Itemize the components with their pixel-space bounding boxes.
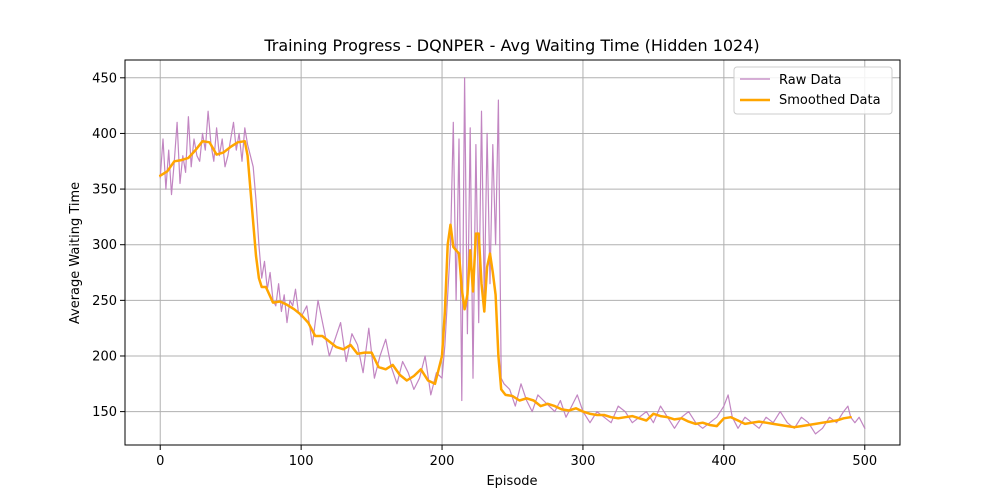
smoothed-data-line [158, 139, 852, 429]
plot-frame [124, 59, 901, 446]
y-tick-label: 400 [92, 127, 117, 142]
x-tick-label: 200 [430, 454, 455, 469]
x-tick-label: 100 [289, 454, 314, 469]
x-tick-label: 0 [156, 454, 164, 469]
legend-box [733, 66, 893, 115]
y-tick-label: 250 [92, 294, 117, 309]
y-tick-label: 350 [92, 183, 117, 198]
chart-title: Training Progress - DQNPER - Avg Waiting… [263, 36, 759, 55]
legend: Raw Data Smoothed Data [733, 66, 893, 115]
series-layer [158, 77, 866, 435]
y-tick-label: 150 [92, 405, 117, 420]
raw-data-line [159, 77, 866, 435]
legend-label-raw: Raw Data [779, 73, 842, 88]
grid [125, 60, 900, 445]
x-tick-label: 400 [711, 454, 736, 469]
y-tick-label: 200 [92, 349, 117, 364]
x-tick-label: 500 [852, 454, 877, 469]
x-axis: 0 100 200 300 400 500 [156, 445, 877, 469]
y-axis-label: Average Waiting Time [68, 182, 83, 324]
y-tick-label: 450 [92, 71, 117, 86]
x-tick-label: 300 [571, 454, 596, 469]
y-tick-label: 300 [92, 238, 117, 253]
y-axis: 150 200 250 300 350 400 450 [92, 71, 125, 420]
legend-label-smoothed: Smoothed Data [779, 93, 881, 108]
x-axis-label: Episode [486, 474, 537, 489]
